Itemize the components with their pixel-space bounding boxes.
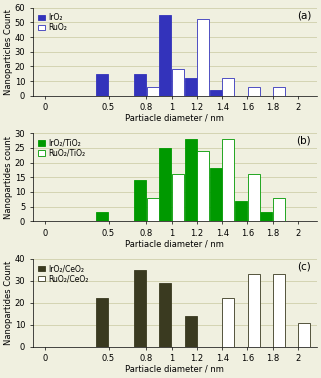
- Y-axis label: Nanopartides Count: Nanopartides Count: [4, 261, 13, 345]
- Bar: [96, 74, 108, 96]
- X-axis label: Partiacle diameter / nm: Partiacle diameter / nm: [126, 365, 224, 374]
- Bar: [185, 139, 196, 221]
- Text: (c): (c): [297, 261, 311, 271]
- Bar: [172, 69, 184, 96]
- Bar: [159, 283, 171, 347]
- Bar: [273, 274, 285, 347]
- Bar: [185, 316, 196, 347]
- Y-axis label: Nanoparticles Count: Nanoparticles Count: [4, 9, 13, 94]
- X-axis label: Partiacle diameter / nm: Partiacle diameter / nm: [126, 114, 224, 123]
- Bar: [273, 198, 285, 221]
- Bar: [222, 139, 234, 221]
- Bar: [96, 212, 108, 221]
- Bar: [260, 212, 272, 221]
- Bar: [147, 198, 159, 221]
- X-axis label: Partiacle diameter / nm: Partiacle diameter / nm: [126, 239, 224, 248]
- Text: (b): (b): [297, 136, 311, 146]
- Bar: [185, 78, 196, 96]
- Legend: IrO₂, RuO₂: IrO₂, RuO₂: [37, 11, 68, 34]
- Bar: [147, 87, 159, 96]
- Bar: [197, 151, 209, 221]
- Bar: [172, 174, 184, 221]
- Bar: [210, 169, 222, 221]
- Bar: [222, 298, 234, 347]
- Bar: [134, 270, 146, 347]
- Bar: [210, 90, 222, 96]
- Y-axis label: Nanopartides count: Nanopartides count: [4, 136, 13, 219]
- Bar: [134, 180, 146, 221]
- Bar: [159, 15, 171, 96]
- Bar: [222, 78, 234, 96]
- Bar: [197, 19, 209, 96]
- Bar: [96, 298, 108, 347]
- Bar: [248, 274, 260, 347]
- Bar: [248, 174, 260, 221]
- Bar: [134, 74, 146, 96]
- Bar: [235, 201, 247, 221]
- Text: (a): (a): [297, 10, 311, 20]
- Bar: [298, 322, 310, 347]
- Bar: [248, 87, 260, 96]
- Legend: IrO₂/CeO₂, RuO₂/CeO₂: IrO₂/CeO₂, RuO₂/CeO₂: [37, 263, 90, 285]
- Bar: [273, 87, 285, 96]
- Bar: [159, 148, 171, 221]
- Legend: IrO₂/TiO₂, RuO₂/TiO₂: IrO₂/TiO₂, RuO₂/TiO₂: [37, 137, 87, 159]
